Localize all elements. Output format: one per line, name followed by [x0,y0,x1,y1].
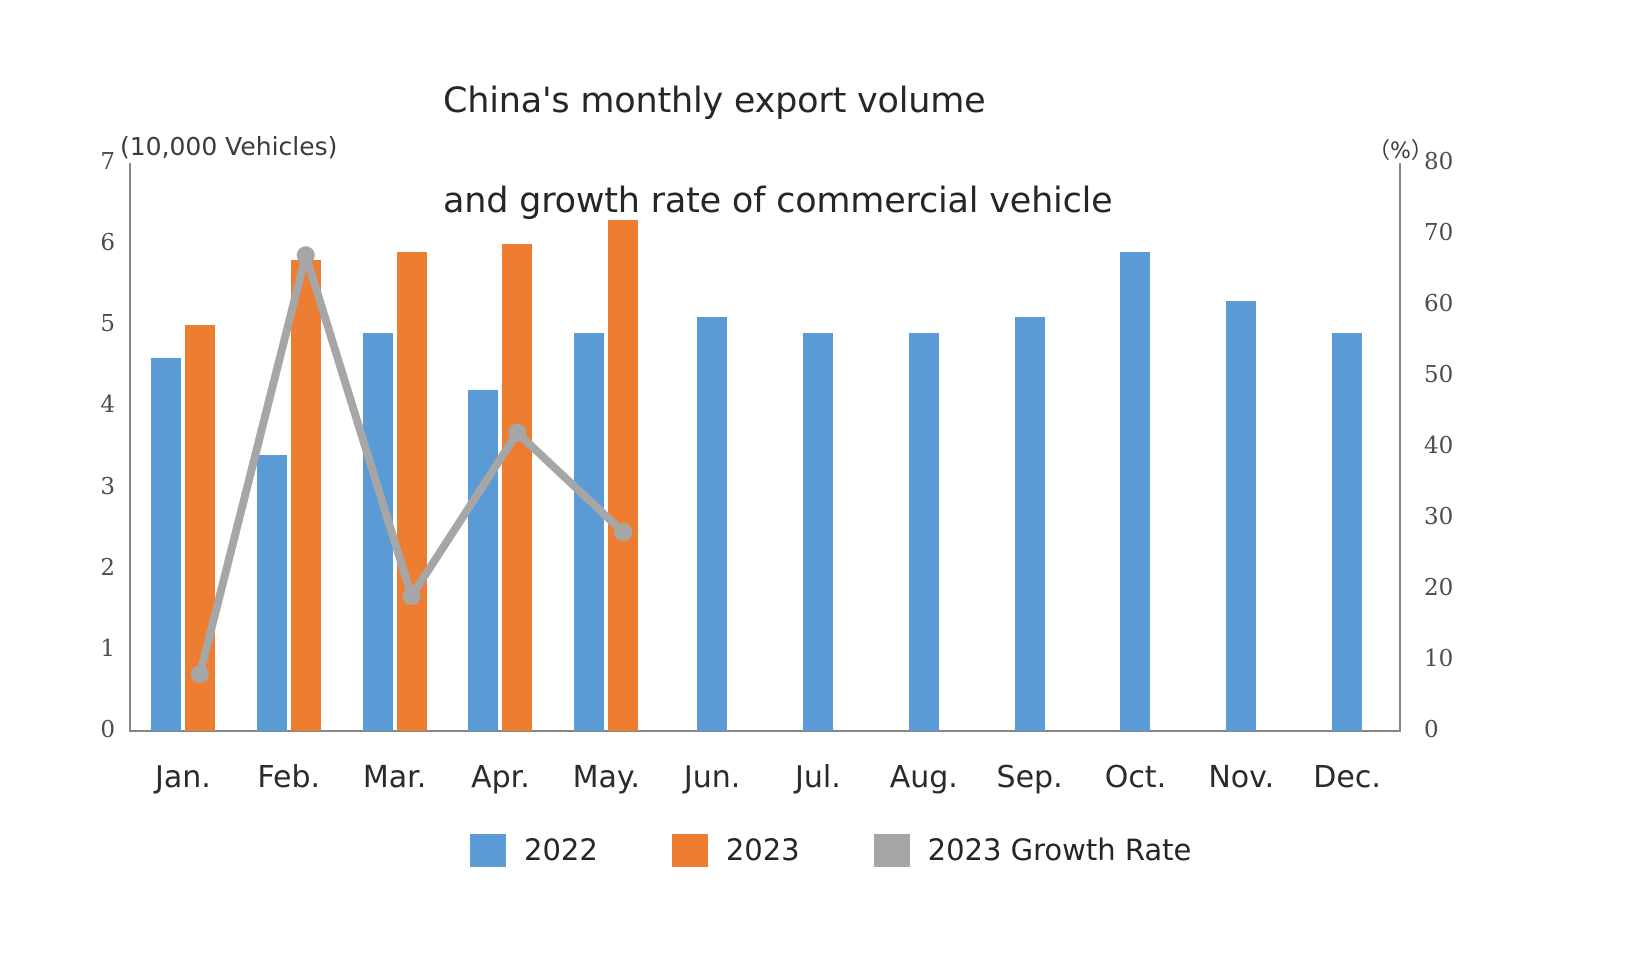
y-axis-tick-6: 6 [100,230,115,257]
legend-label-1: 2023 [725,833,800,867]
x-axis-label-sep: Sep. [996,760,1063,795]
secondary-y-axis-unit-label: （%） [1368,139,1433,164]
x-axis-label-oct: Oct. [1104,760,1167,795]
legend-swatch-icon-2 [873,833,910,867]
x-axis-line [129,730,1401,732]
x-axis-label-jun: Jun. [683,760,741,795]
bar-2022-apr[interactable] [468,390,499,731]
x-axis-label-jul: Jul. [795,760,841,795]
secondary-y-axis-tick-60: 60 [1424,291,1454,317]
bar-2022-aug[interactable] [908,333,939,731]
x-axis-label-jan: Jan. [155,760,211,795]
y-axis-tick-2: 2 [100,554,115,581]
bar-2023-feb[interactable] [290,260,321,731]
secondary-y-axis-tick-80: 80 [1424,149,1454,175]
secondary-y-axis-tick-20: 20 [1424,575,1454,601]
x-axis-label-mar: Mar. [362,760,427,795]
x-axis-label-dec: Dec. [1313,760,1381,795]
chart-title-line-2: and growth rate of commercial vehicle [443,181,1113,221]
x-axis-label-may: May. [572,760,640,795]
bar-2022-jun[interactable] [697,317,728,731]
y-axis-tick-4: 4 [100,392,115,419]
secondary-y-axis-tick-0: 0 [1424,717,1439,743]
y-axis-unit-label: (10,000 Vehicles) [120,132,338,161]
bar-2022-jul[interactable] [802,333,833,731]
x-axis-label-feb: Feb. [257,760,321,795]
chart-title-line-1: China's monthly export volume [443,81,986,121]
legend-item-1[interactable]: 2023 [671,833,800,867]
chart-legend: 2022 2023 2023 Growth Rate [470,826,1265,874]
secondary-y-axis-tick-50: 50 [1424,362,1454,388]
y-axis-tick-7: 7 [100,149,115,175]
secondary-y-axis-tick-10: 10 [1424,646,1454,672]
y-axis-tick-3: 3 [100,473,115,500]
y-axis-tick-1: 1 [100,635,115,662]
legend-item-2[interactable]: 2023 Growth Rate [873,833,1192,867]
y-axis-tick-0: 0 [100,717,115,743]
x-axis-label-nov: Nov. [1208,760,1275,795]
bar-2023-may[interactable] [608,219,639,731]
bar-2022-feb[interactable] [256,455,287,731]
bar-2022-nov[interactable] [1226,300,1257,731]
legend-swatch-icon-0 [470,833,506,867]
y-axis-tick-5: 5 [100,311,115,338]
bar-2022-dec[interactable] [1332,333,1363,731]
bar-2022-sep[interactable] [1014,317,1045,731]
legend-swatch-icon-1 [671,833,708,867]
legend-label-0: 2022 [524,833,598,867]
bar-2022-jan[interactable] [150,357,181,731]
x-axis-label-aug: Aug. [889,760,958,795]
bar-2023-jan[interactable] [184,325,215,731]
secondary-y-axis-tick-70: 70 [1424,220,1454,246]
bars-layer [130,163,1400,731]
secondary-y-axis-line [1399,163,1401,732]
legend-label-2: 2023 Growth Rate [927,833,1192,867]
chart-title: China's monthly export volume and growth… [443,26,1343,226]
bar-2022-may[interactable] [574,333,605,731]
bar-2023-mar[interactable] [396,252,427,731]
secondary-y-axis-tick-40: 40 [1424,433,1454,459]
bar-2022-mar[interactable] [362,333,393,731]
secondary-y-axis-tick-30: 30 [1424,504,1454,530]
x-axis-label-apr: Apr. [471,760,530,795]
legend-item-0[interactable]: 2022 [470,833,598,867]
bar-2023-apr[interactable] [502,244,533,731]
y-axis-line [129,163,131,732]
bar-2022-oct[interactable] [1120,252,1151,731]
